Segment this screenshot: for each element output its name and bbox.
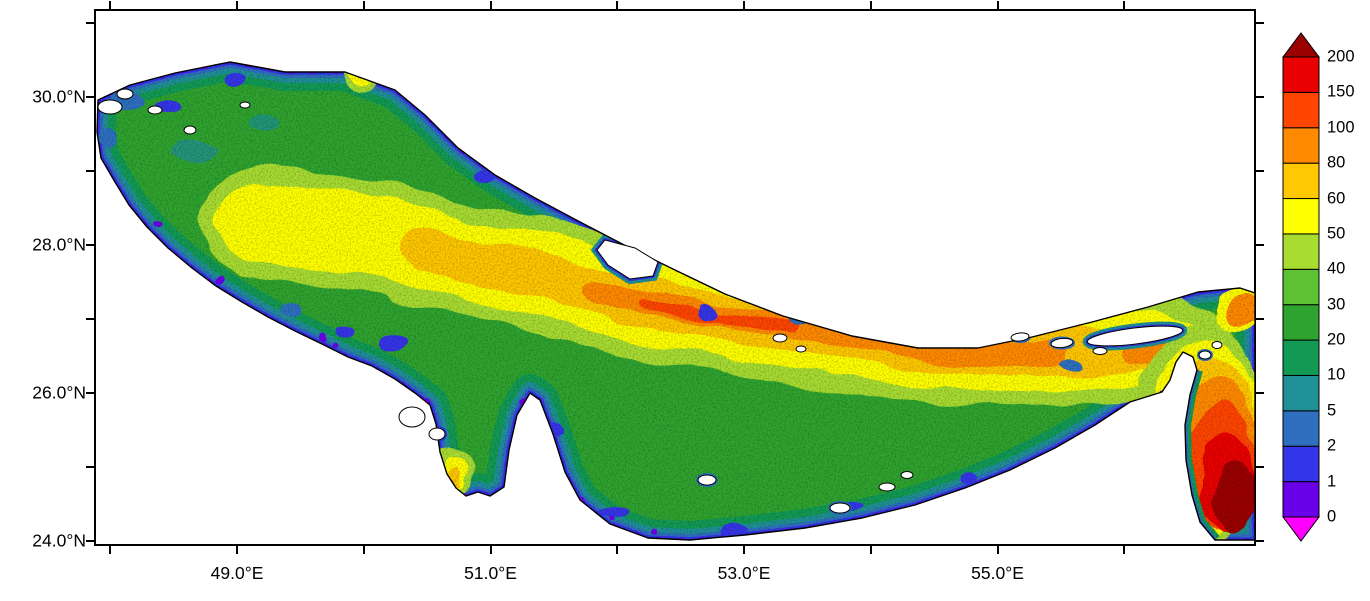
y-tick-left bbox=[86, 96, 95, 98]
x-tick-top bbox=[743, 1, 745, 10]
colorbar-label: 20 bbox=[1327, 330, 1346, 349]
colorbar-band-v100_150 bbox=[1282, 91, 1320, 129]
colorbar bbox=[1282, 32, 1320, 542]
island bbox=[1092, 347, 1108, 355]
x-tick-bottom bbox=[616, 545, 619, 554]
x-tick-bottom bbox=[743, 545, 745, 554]
y-axis-label: 24.0°N bbox=[32, 530, 86, 551]
missing-data-patch bbox=[183, 125, 197, 135]
colorbar-band-v40_50 bbox=[1282, 233, 1320, 270]
colorbar-label: 1 bbox=[1327, 472, 1337, 491]
colorbar-band-v30_40 bbox=[1282, 268, 1320, 306]
island bbox=[1010, 332, 1030, 342]
x-tick-bottom bbox=[362, 545, 365, 554]
x-tick-top bbox=[236, 1, 238, 10]
colorbar-arrow-top bbox=[1282, 32, 1320, 58]
colorbar-arrow-bottom bbox=[1282, 516, 1320, 542]
colorbar-label: 80 bbox=[1327, 153, 1346, 172]
colorbar-band-v60_80 bbox=[1282, 162, 1320, 200]
island bbox=[878, 482, 896, 492]
colorbar-band-v10_20 bbox=[1282, 339, 1320, 376]
y-axis-label: 26.0°N bbox=[32, 382, 86, 403]
x-tick-bottom bbox=[236, 545, 238, 554]
y-tick-right bbox=[1255, 318, 1264, 320]
colorbar-label: 5 bbox=[1327, 401, 1337, 420]
y-tick-right bbox=[1255, 96, 1264, 98]
x-tick-bottom bbox=[869, 545, 872, 554]
x-axis-label: 51.0°E bbox=[464, 563, 517, 583]
island bbox=[1050, 337, 1074, 349]
colorbar-band-v5_10 bbox=[1282, 374, 1320, 412]
x-tick-bottom bbox=[489, 545, 492, 554]
colorbar-label: 40 bbox=[1327, 259, 1346, 278]
y-tick-left bbox=[86, 392, 95, 394]
plot-frame bbox=[94, 9, 1256, 546]
x-tick-top bbox=[616, 1, 619, 10]
y-axis-label: 28.0°N bbox=[32, 234, 86, 255]
x-axis-label: 55.0°E bbox=[971, 563, 1024, 583]
x-tick-bottom bbox=[109, 545, 112, 554]
iran-coast-peninsula bbox=[596, 239, 659, 280]
island bbox=[795, 345, 807, 353]
y-tick-left bbox=[86, 244, 95, 246]
colorbar-band-v1_2 bbox=[1282, 445, 1320, 483]
colorbar-label: 200 bbox=[1327, 47, 1355, 66]
island bbox=[1211, 341, 1223, 349]
y-tick-left bbox=[86, 22, 95, 24]
bathymetry-map bbox=[96, 61, 1255, 541]
colorbar-band-v80_100 bbox=[1282, 127, 1320, 164]
y-tick-right bbox=[1255, 244, 1264, 246]
x-axis-label: 49.0°E bbox=[210, 563, 264, 583]
bahrain-small-island bbox=[428, 427, 446, 441]
colorbar-band-v20_30 bbox=[1282, 304, 1320, 341]
colorbar-label: 2 bbox=[1327, 436, 1337, 455]
colorbar-band-v2_5 bbox=[1282, 410, 1320, 447]
y-tick-right bbox=[1255, 22, 1264, 24]
y-tick-left bbox=[86, 318, 95, 320]
y-tick-left bbox=[86, 466, 95, 468]
y-tick-right bbox=[1255, 170, 1264, 172]
x-tick-top bbox=[1123, 1, 1126, 10]
colorbar-label: 0 bbox=[1327, 507, 1337, 526]
island bbox=[697, 474, 717, 486]
x-tick-top bbox=[489, 1, 492, 10]
missing-data-patch bbox=[147, 105, 163, 115]
y-tick-left bbox=[86, 540, 95, 542]
water-body bbox=[97, 62, 1255, 540]
y-tick-right bbox=[1255, 466, 1264, 468]
colorbar-band-v50_60 bbox=[1282, 198, 1320, 235]
island bbox=[772, 333, 788, 343]
x-tick-top bbox=[996, 1, 999, 10]
colorbar-label: 150 bbox=[1327, 82, 1355, 101]
x-tick-top bbox=[109, 1, 112, 10]
colorbar-band-v150_200 bbox=[1282, 56, 1320, 93]
colorbar-label: 30 bbox=[1327, 295, 1346, 314]
y-tick-right bbox=[1255, 392, 1264, 394]
delta-marsh bbox=[116, 88, 134, 100]
island bbox=[829, 502, 851, 514]
y-tick-left bbox=[86, 170, 95, 172]
bahrain-island bbox=[398, 406, 426, 428]
y-tick-right bbox=[1255, 540, 1264, 542]
islands bbox=[97, 88, 1223, 514]
noise-texture bbox=[97, 62, 1255, 540]
y-axis-label: 30.0°N bbox=[32, 86, 86, 107]
colorbar-label: 50 bbox=[1327, 224, 1346, 243]
x-tick-top bbox=[869, 1, 872, 10]
x-tick-top bbox=[362, 1, 365, 10]
island bbox=[900, 471, 914, 479]
colorbar-label: 60 bbox=[1327, 189, 1346, 208]
x-axis-label: 53.0°E bbox=[717, 563, 771, 583]
x-tick-bottom bbox=[1123, 545, 1126, 554]
colorbar-band-v0_1 bbox=[1282, 481, 1320, 518]
qeshm-island bbox=[1086, 325, 1184, 347]
missing-data-patch bbox=[239, 101, 251, 109]
colorbar-label: 100 bbox=[1327, 118, 1355, 137]
colorbar-label: 10 bbox=[1327, 365, 1346, 384]
x-tick-bottom bbox=[996, 545, 999, 554]
delta-marsh bbox=[97, 99, 123, 115]
island bbox=[1198, 350, 1212, 360]
